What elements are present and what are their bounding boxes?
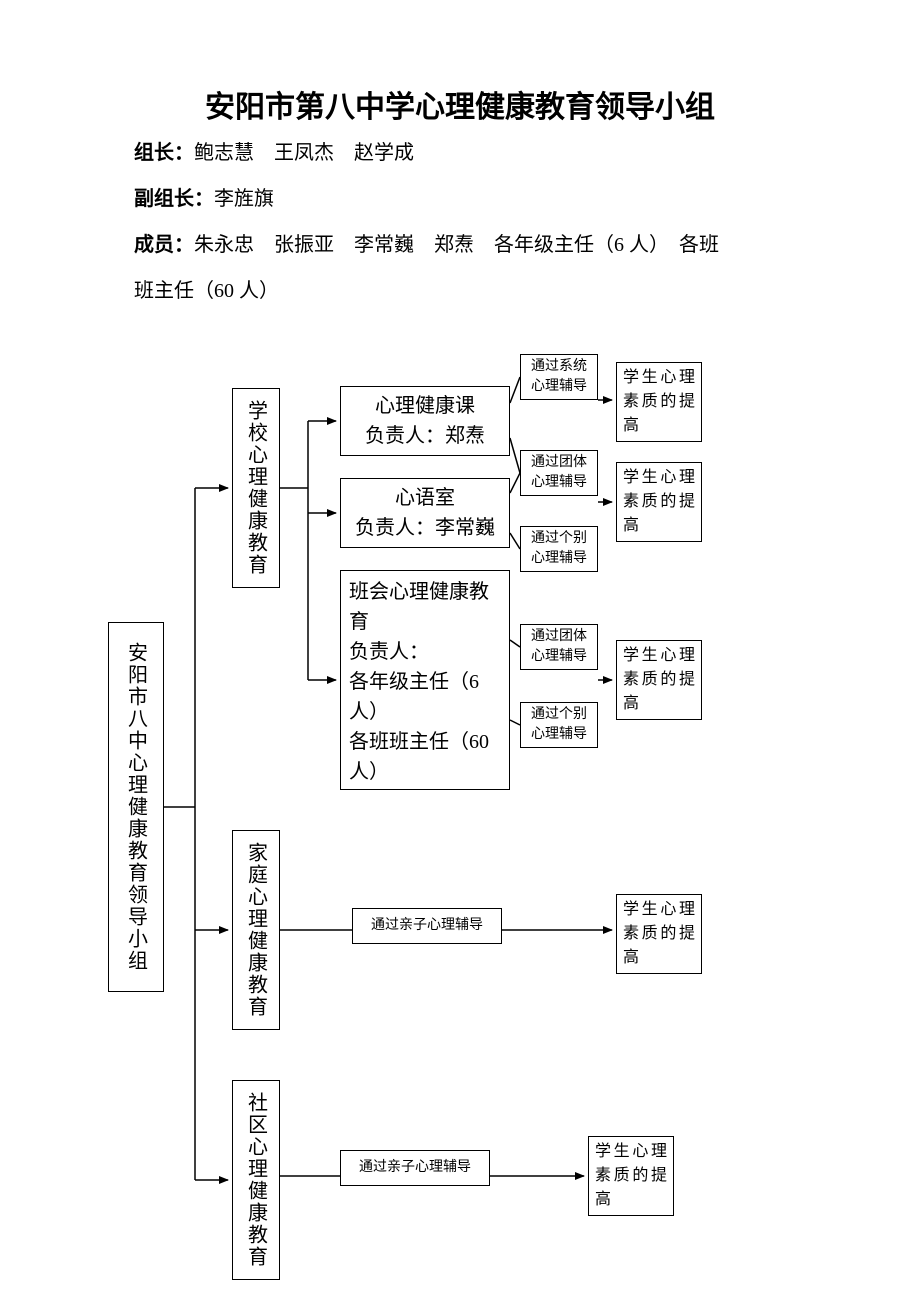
vice-label: 副组长： xyxy=(134,188,214,210)
method-parent1-box: 通过亲子心理辅导 xyxy=(352,908,502,944)
outcome2-box: 学生心理素质的提高 xyxy=(616,462,702,542)
member-line-2: 班主任（60 人） xyxy=(134,276,279,306)
member-line-1: 成员：朱永忠 张振亚 李常巍 郑焘 各年级主任（6 人） 各班 xyxy=(134,230,719,260)
outcome3-label: 学生心理素质的提高 xyxy=(617,638,701,722)
outcome2-label: 学生心理素质的提高 xyxy=(617,460,701,544)
leader-line: 组长：鲍志慧 王凤杰 赵学成 xyxy=(134,138,414,168)
branch-family-box: 家庭心理健康教育 xyxy=(232,830,280,1030)
method-indiv2-label: 通过个别心理辅导 xyxy=(521,701,597,748)
root-label: 安阳市八中心理健康教育领导小组 xyxy=(118,632,155,982)
method-system-label: 通过系统心理辅导 xyxy=(521,353,597,400)
method-indiv2-box: 通过个别心理辅导 xyxy=(520,702,598,748)
method-system-box: 通过系统心理辅导 xyxy=(520,354,598,400)
outcome1-label: 学生心理素质的提高 xyxy=(617,360,701,444)
method-parent1-label: 通过亲子心理辅导 xyxy=(367,912,487,940)
school-room-box: 心语室 负责人：李常巍 xyxy=(340,478,510,548)
branch-family-label: 家庭心理健康教育 xyxy=(238,832,275,1028)
leader-label: 组长： xyxy=(134,142,194,164)
branch-community-box: 社区心理健康教育 xyxy=(232,1080,280,1280)
vice-names: 李旌旗 xyxy=(214,188,274,210)
member-names-2: 班主任（60 人） xyxy=(134,280,279,302)
method-group2-box: 通过团体心理辅导 xyxy=(520,624,598,670)
school-meeting-label: 班会心理健康教育 负责人： 各年级主任（6 人） 各班班主任（60 人） xyxy=(341,571,509,793)
school-room-label: 心语室 负责人：李常巍 xyxy=(347,477,503,549)
branch-school-box: 学校心理健康教育 xyxy=(232,388,280,588)
method-indiv1-label: 通过个别心理辅导 xyxy=(521,525,597,572)
outcome5-box: 学生心理素质的提高 xyxy=(588,1136,674,1216)
method-group2-label: 通过团体心理辅导 xyxy=(521,623,597,670)
school-course-box: 心理健康课 负责人：郑焘 xyxy=(340,386,510,456)
member-label: 成员： xyxy=(134,234,194,256)
method-group1-box: 通过团体心理辅导 xyxy=(520,450,598,496)
method-indiv1-box: 通过个别心理辅导 xyxy=(520,526,598,572)
outcome5-label: 学生心理素质的提高 xyxy=(589,1134,673,1218)
vice-leader-line: 副组长：李旌旗 xyxy=(134,184,274,214)
method-parent2-label: 通过亲子心理辅导 xyxy=(355,1154,475,1182)
document-title: 安阳市第八中学心理健康教育领导小组 xyxy=(0,82,920,126)
root-box: 安阳市八中心理健康教育领导小组 xyxy=(108,622,164,992)
page-root: 安阳市第八中学心理健康教育领导小组 组长：鲍志慧 王凤杰 赵学成 副组长：李旌旗… xyxy=(0,0,920,1302)
leader-names: 鲍志慧 王凤杰 赵学成 xyxy=(194,142,414,164)
outcome1-box: 学生心理素质的提高 xyxy=(616,362,702,442)
outcome3-box: 学生心理素质的提高 xyxy=(616,640,702,720)
method-group1-label: 通过团体心理辅导 xyxy=(521,449,597,496)
member-names-1: 朱永忠 张振亚 李常巍 郑焘 各年级主任（6 人） 各班 xyxy=(194,234,719,256)
branch-community-label: 社区心理健康教育 xyxy=(238,1082,275,1278)
school-course-label: 心理健康课 负责人：郑焘 xyxy=(357,385,493,457)
method-parent2-box: 通过亲子心理辅导 xyxy=(340,1150,490,1186)
outcome4-box: 学生心理素质的提高 xyxy=(616,894,702,974)
school-meeting-box: 班会心理健康教育 负责人： 各年级主任（6 人） 各班班主任（60 人） xyxy=(340,570,510,790)
outcome4-label: 学生心理素质的提高 xyxy=(617,892,701,976)
branch-school-label: 学校心理健康教育 xyxy=(238,390,275,586)
